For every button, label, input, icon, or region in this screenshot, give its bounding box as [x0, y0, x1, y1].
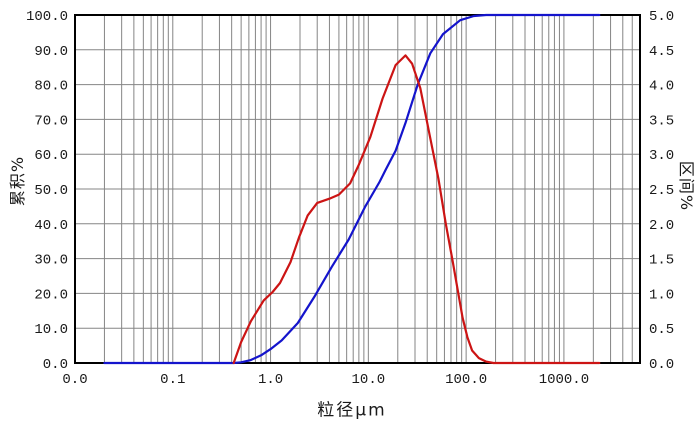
y-right-tick-label: 4.5 [649, 44, 674, 60]
y-left-tick-label: 30.0 [34, 253, 68, 269]
y-right-tick-label: 3.0 [649, 148, 674, 164]
y-left-tick-label: 50.0 [34, 183, 68, 199]
y-right-tick-label: 2.0 [649, 218, 674, 234]
x-tick-label: 10.0 [352, 372, 386, 388]
y-right-tick-label: 1.5 [649, 253, 674, 269]
plot-border [74, 14, 641, 364]
y-right-tick-label: 4.0 [649, 79, 674, 95]
cumulative-percent-curve [103, 13, 601, 365]
y-right-tick-label: 0.5 [649, 322, 674, 338]
x-tick-label: 1000.0 [539, 372, 589, 388]
x-axis-title: 粒径μm [317, 400, 387, 421]
y-left-tick-label: 60.0 [34, 148, 68, 164]
y-right-tick-label: 5.0 [649, 9, 674, 25]
y-left-tick-label: 90.0 [34, 44, 68, 60]
y-right-tick-label: 0.0 [649, 357, 674, 373]
y-right-tick-label: 3.5 [649, 113, 674, 129]
y-left-tick-label: 100.0 [26, 9, 68, 25]
x-tick-label: 100.0 [445, 372, 487, 388]
y-left-tick-label: 70.0 [34, 113, 68, 129]
x-tick-label: 0.0 [62, 372, 87, 388]
y-right-axis-title: 区间% [677, 160, 696, 212]
y-left-tick-label: 10.0 [34, 322, 68, 338]
y-left-tick-label: 20.0 [34, 287, 68, 303]
y-left-tick-label: 80.0 [34, 79, 68, 95]
y-left-tick-label: 0.0 [43, 357, 68, 373]
x-tick-label: 1.0 [258, 372, 283, 388]
x-tick-label: 0.1 [160, 372, 185, 388]
y-left-tick-label: 40.0 [34, 218, 68, 234]
y-right-tick-label: 1.0 [649, 287, 674, 303]
interval-percent-curve [232, 54, 601, 365]
y-left-axis-title: 累积% [8, 155, 27, 207]
y-right-tick-label: 2.5 [649, 183, 674, 199]
